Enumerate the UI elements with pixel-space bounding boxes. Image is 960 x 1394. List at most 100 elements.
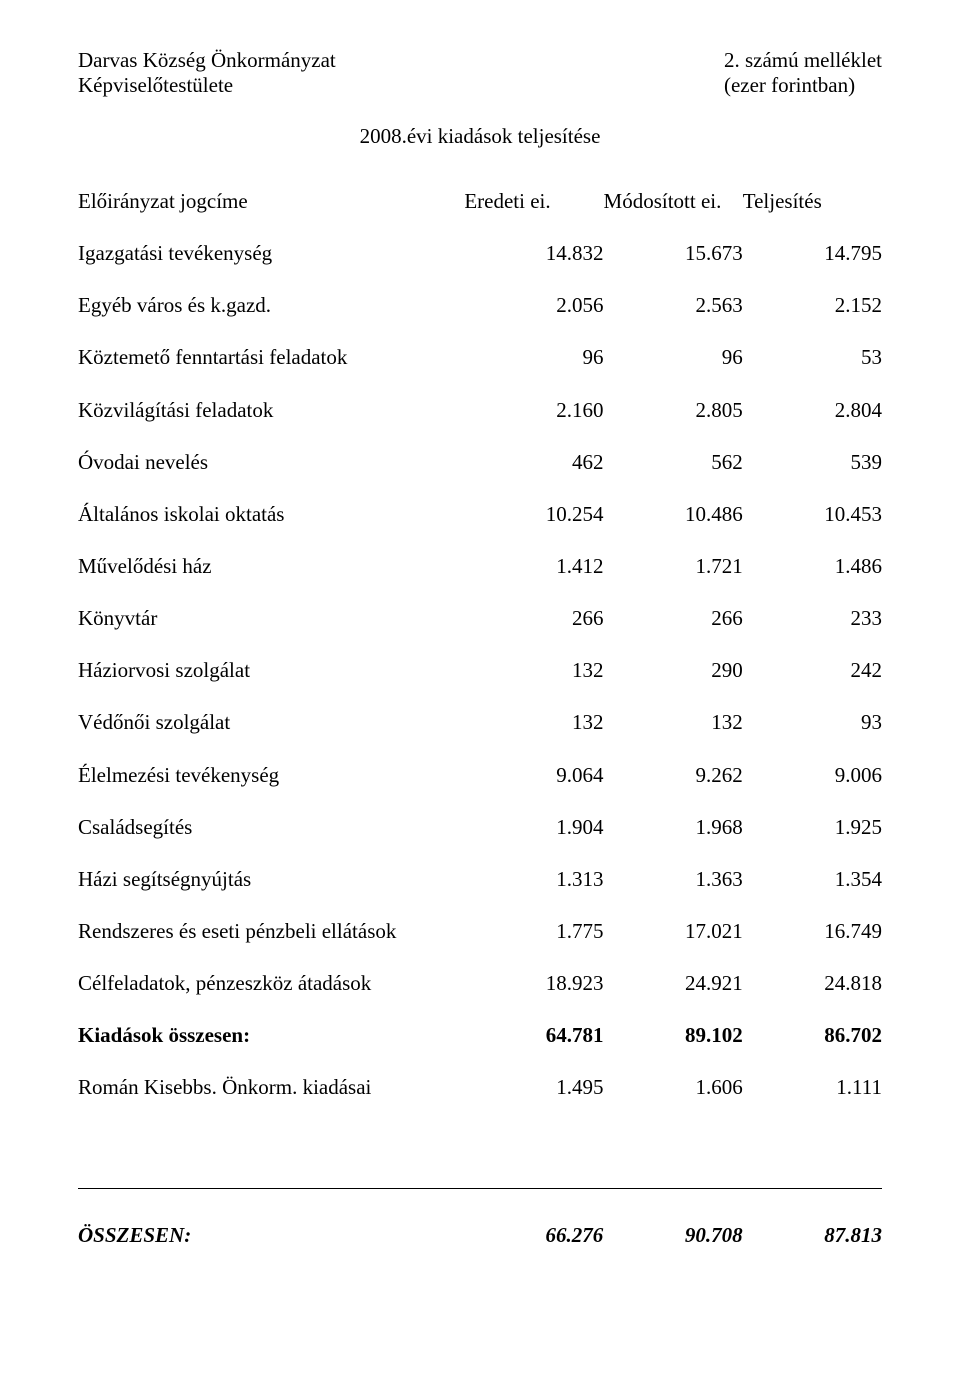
table-row: Könyvtár 266 266 233 [78,578,882,630]
row-label: Kiadások összesen: [78,995,464,1047]
row-value: 132 [464,630,603,682]
col-header-modified: Módosított ei. [604,189,743,213]
row-value: 539 [743,422,882,474]
row-value: 2.804 [743,370,882,422]
table-row-total: Kiadások összesen: 64.781 89.102 86.702 [78,995,882,1047]
unit-note: (ezer forintban) [724,73,882,98]
row-value: 1.775 [464,891,603,943]
attachment-label: 2. számú melléklet [724,48,882,73]
row-label: Családsegítés [78,787,464,839]
table-row: Román Kisebbs. Önkorm. kiadásai 1.495 1.… [78,1047,882,1099]
row-value: 2.563 [604,265,743,317]
row-value: 290 [604,630,743,682]
footer-value: 90.708 [604,1223,743,1248]
row-value: 2.056 [464,265,603,317]
row-label: Háziorvosi szolgálat [78,630,464,682]
row-label: Könyvtár [78,578,464,630]
table-row: Házi segítségnyújtás 1.313 1.363 1.354 [78,839,882,891]
row-value: 562 [604,422,743,474]
row-value: 14.832 [464,213,603,265]
row-value: 233 [743,578,882,630]
table-row: Élelmezési tevékenység 9.064 9.262 9.006 [78,735,882,787]
row-value: 1.354 [743,839,882,891]
col-header-label: Előirányzat jogcíme [78,189,464,213]
table-row: Közvilágítási feladatok 2.160 2.805 2.80… [78,370,882,422]
org-line-1: Darvas Község Önkormányzat [78,48,336,73]
row-value: 462 [464,422,603,474]
row-value: 93 [743,682,882,734]
row-label: Közvilágítási feladatok [78,370,464,422]
row-value: 1.313 [464,839,603,891]
org-line-2: Képviselőtestülete [78,73,336,98]
row-label: Egyéb város és k.gazd. [78,265,464,317]
table-row: Családsegítés 1.904 1.968 1.925 [78,787,882,839]
row-value: 53 [743,317,882,369]
data-table: Előirányzat jogcíme Eredeti ei. Módosíto… [78,189,882,1100]
row-value: 1.363 [604,839,743,891]
row-value: 10.453 [743,474,882,526]
row-value: 1.412 [464,526,603,578]
col-header-original: Eredeti ei. [464,189,603,213]
row-value: 1.606 [604,1047,743,1099]
row-label: Házi segítségnyújtás [78,839,464,891]
row-value: 242 [743,630,882,682]
row-value: 24.818 [743,943,882,995]
footer-total-row: ÖSSZESEN: 66.276 90.708 87.813 [78,1223,882,1248]
row-value: 2.160 [464,370,603,422]
row-value: 10.254 [464,474,603,526]
row-value: 266 [604,578,743,630]
document-header: Darvas Község Önkormányzat Képviselőtest… [78,48,882,98]
table-row: Óvodai nevelés 462 562 539 [78,422,882,474]
row-value: 1.495 [464,1047,603,1099]
row-value: 1.486 [743,526,882,578]
table-row: Védőnői szolgálat 132 132 93 [78,682,882,734]
table-row: Művelődési ház 1.412 1.721 1.486 [78,526,882,578]
row-label: Óvodai nevelés [78,422,464,474]
footer-value: 66.276 [464,1223,603,1248]
header-attachment: 2. számú melléklet (ezer forintban) [724,48,882,98]
page: Darvas Község Önkormányzat Képviselőtest… [0,0,960,1394]
footer-separator [78,1188,882,1189]
table-row: Általános iskolai oktatás 10.254 10.486 … [78,474,882,526]
table-row: Egyéb város és k.gazd. 2.056 2.563 2.152 [78,265,882,317]
footer-label: ÖSSZESEN: [78,1223,464,1248]
table-row: Köztemető fenntartási feladatok 96 96 53 [78,317,882,369]
row-value: 1.904 [464,787,603,839]
row-value: 14.795 [743,213,882,265]
row-value: 132 [604,682,743,734]
row-value: 15.673 [604,213,743,265]
table-header-row: Előirányzat jogcíme Eredeti ei. Módosíto… [78,189,882,213]
row-value: 18.923 [464,943,603,995]
row-label: Igazgatási tevékenység [78,213,464,265]
col-header-actual: Teljesítés [743,189,882,213]
row-label: Rendszeres és eseti pénzbeli ellátások [78,891,464,943]
row-label: Általános iskolai oktatás [78,474,464,526]
table-row: Igazgatási tevékenység 14.832 15.673 14.… [78,213,882,265]
row-label: Román Kisebbs. Önkorm. kiadásai [78,1047,464,1099]
row-value: 86.702 [743,995,882,1047]
row-value: 266 [464,578,603,630]
row-value: 132 [464,682,603,734]
row-value: 96 [464,317,603,369]
row-value: 2.152 [743,265,882,317]
row-value: 17.021 [604,891,743,943]
row-value: 89.102 [604,995,743,1047]
table-row: Célfeladatok, pénzeszköz átadások 18.923… [78,943,882,995]
row-value: 9.006 [743,735,882,787]
row-label: Célfeladatok, pénzeszköz átadások [78,943,464,995]
row-label: Köztemető fenntartási feladatok [78,317,464,369]
row-value: 64.781 [464,995,603,1047]
row-value: 1.721 [604,526,743,578]
row-value: 1.925 [743,787,882,839]
row-value: 9.262 [604,735,743,787]
row-value: 24.921 [604,943,743,995]
header-org: Darvas Község Önkormányzat Képviselőtest… [78,48,336,98]
row-value: 1.111 [743,1047,882,1099]
document-title: 2008.évi kiadások teljesítése [78,124,882,149]
row-label: Művelődési ház [78,526,464,578]
row-value: 96 [604,317,743,369]
row-value: 16.749 [743,891,882,943]
row-label: Élelmezési tevékenység [78,735,464,787]
row-value: 9.064 [464,735,603,787]
table-row: Rendszeres és eseti pénzbeli ellátások 1… [78,891,882,943]
